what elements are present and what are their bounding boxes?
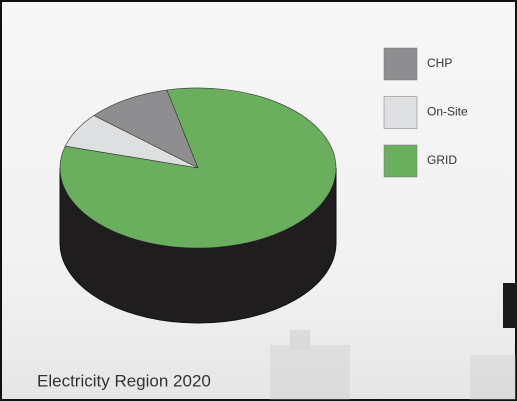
background-image	[270, 330, 516, 400]
legend-swatch	[383, 47, 418, 81]
legend-swatch	[383, 96, 418, 129]
legend-label: CHP	[427, 56, 452, 70]
pie	[59, 87, 337, 324]
pie-slice	[59, 87, 337, 249]
legend-label: GRID	[427, 153, 457, 167]
legend-label: On-Site	[427, 105, 468, 119]
pie-slice	[93, 89, 199, 169]
legend-swatch	[383, 144, 418, 178]
decoration	[503, 283, 517, 328]
legend: CHP On-Site GRID	[383, 47, 468, 178]
chart-title: Electricity Region 2020	[37, 371, 211, 390]
